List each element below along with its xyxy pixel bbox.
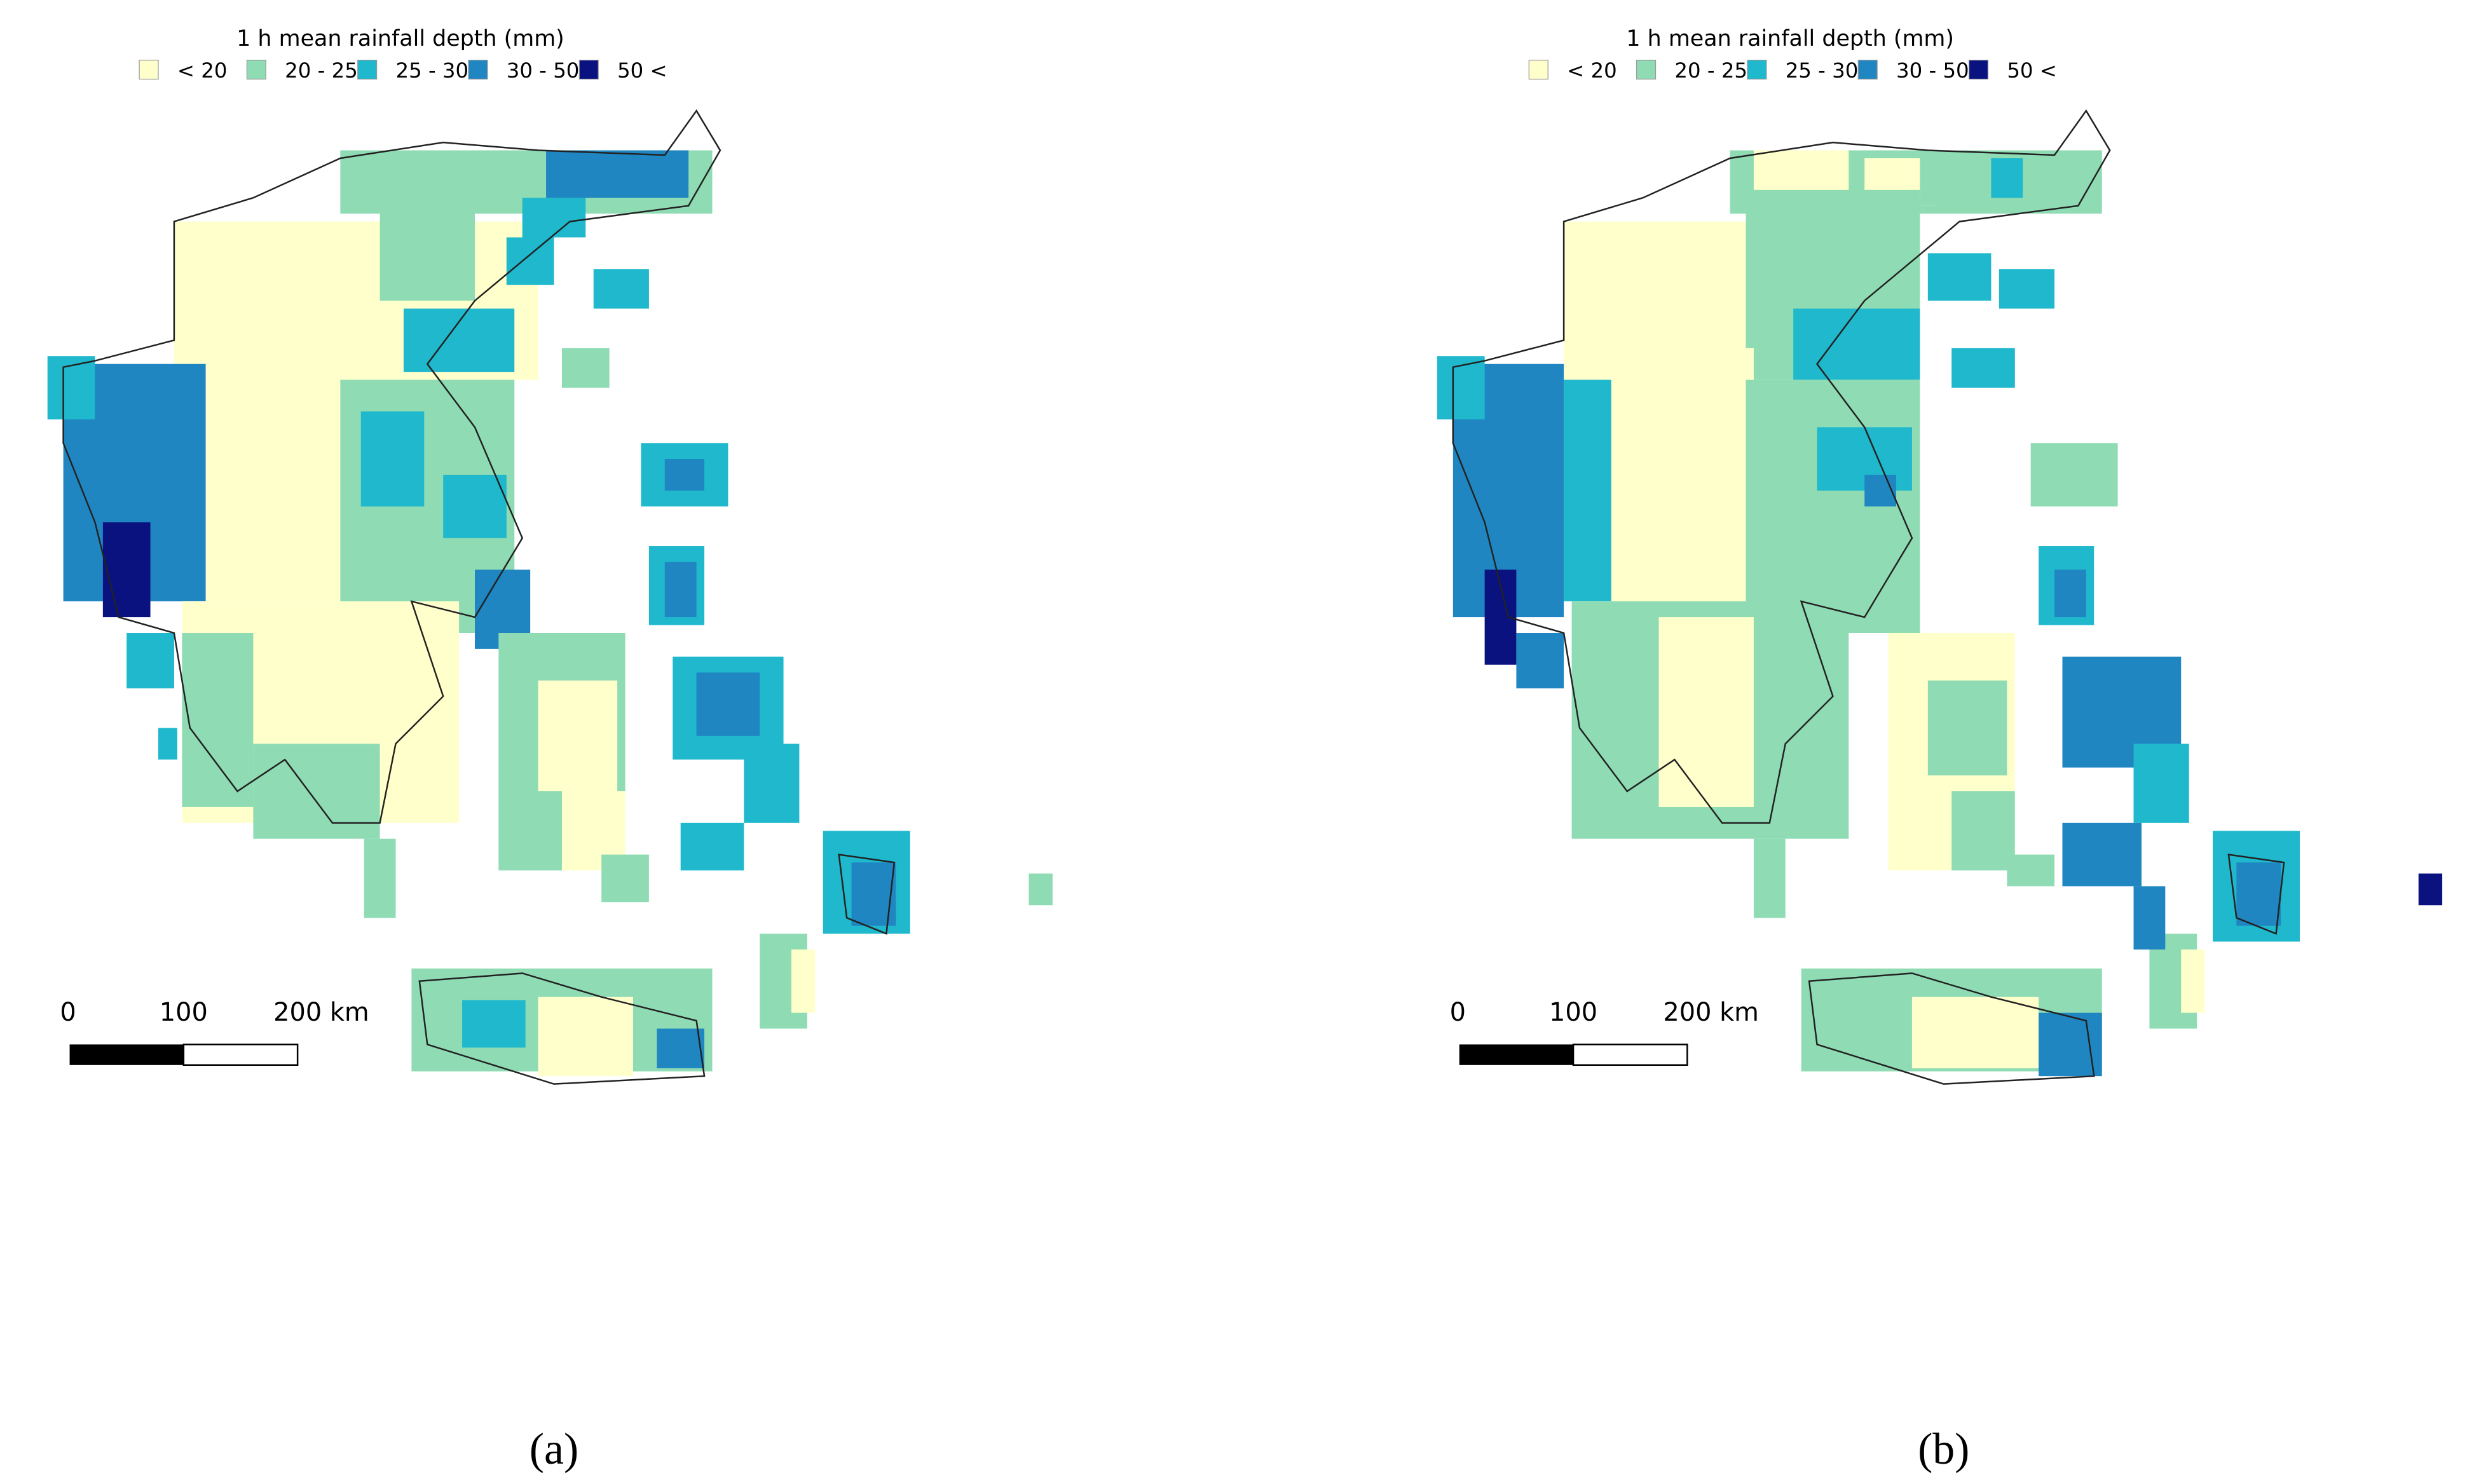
rainfall-cell xyxy=(1564,379,1611,602)
rainfall-cell xyxy=(506,237,554,285)
rainfall-cell xyxy=(403,308,515,372)
legend-label: < 20 xyxy=(177,58,228,83)
scale-bar-white xyxy=(182,1044,299,1066)
legend-swatch xyxy=(246,59,266,80)
rainfall-cell xyxy=(1927,253,1992,301)
rainfall-cell xyxy=(360,411,425,507)
scale-label: 0 xyxy=(1450,998,1466,1027)
panel: 1 h mean rainfall depth (mm) < 20 20 - 25 2… xyxy=(47,26,1053,1474)
rainfall-cell xyxy=(253,744,380,839)
rainfall-cell xyxy=(126,633,174,689)
rainfall-cell xyxy=(2062,822,2142,887)
rainfall-cell xyxy=(158,728,177,760)
rainfall-cell xyxy=(1793,308,1920,380)
legend-swatch xyxy=(357,59,378,80)
rainfall-cell xyxy=(2236,862,2281,926)
rainfall-cell xyxy=(1753,838,1786,918)
rainfall-cell xyxy=(2181,950,2205,1013)
rainfall-cell xyxy=(2007,854,2055,887)
rainfall-cell xyxy=(664,561,697,618)
rainfall-cell xyxy=(664,459,705,491)
legend-label: 25 - 30 xyxy=(1786,58,1859,83)
rainfall-cell xyxy=(379,205,475,301)
rainfall-cell xyxy=(1951,348,2015,388)
rainfall-cell xyxy=(182,633,254,807)
rainfall-cell xyxy=(1911,997,2039,1068)
map xyxy=(1437,109,2443,1085)
scale-bar-black xyxy=(69,1044,184,1065)
legend-label: 20 - 25 xyxy=(285,58,358,83)
legend-swatch xyxy=(1968,59,1989,80)
rainfall-cell xyxy=(102,522,151,618)
rainfall-cell xyxy=(2039,1012,2102,1077)
rainfall-cell xyxy=(443,475,507,538)
legend-label: 20 - 25 xyxy=(1674,58,1747,83)
rainfall-cell xyxy=(538,997,633,1077)
rainfall-cell xyxy=(791,950,816,1013)
rainfall-cell xyxy=(593,269,649,309)
coastline xyxy=(62,109,896,1085)
legend-swatch xyxy=(468,59,488,80)
legend-label: 25 - 30 xyxy=(395,58,468,83)
scale-bar-white xyxy=(1572,1044,1688,1066)
rainfall-cell xyxy=(561,348,610,388)
rainfall-cell xyxy=(2086,672,2150,736)
legend-swatch xyxy=(139,59,159,80)
legend-swatch xyxy=(1857,59,1878,80)
rainfall-cell xyxy=(538,680,618,791)
legend-swatch xyxy=(1636,59,1657,80)
rainfall-cell xyxy=(1028,873,1053,906)
coastline xyxy=(1452,109,2285,1085)
rainfall-cell xyxy=(680,822,744,871)
panel: 1 h mean rainfall depth (mm) < 20 20 - 25 2… xyxy=(1437,26,2443,1474)
rainfall-cell xyxy=(462,1000,526,1048)
rainfall-cell xyxy=(1516,633,1564,689)
rainfall-cell xyxy=(1951,791,2015,871)
scale-label: 0 xyxy=(60,998,76,1027)
scale-bar-black xyxy=(1459,1044,1574,1065)
legend-swatch xyxy=(578,59,599,80)
scale-label: 100 xyxy=(160,998,208,1027)
rainfall-cell xyxy=(546,150,689,198)
map xyxy=(47,109,1053,1085)
legend-swatch xyxy=(1528,59,1548,80)
rainfall-cell xyxy=(364,838,396,918)
legend-title: 1 h mean rainfall depth (mm) xyxy=(1626,26,1954,51)
rainfall-cell xyxy=(1437,356,1485,419)
caption: (b) xyxy=(1918,1425,1969,1474)
scale-label: 200 km xyxy=(1663,998,1759,1027)
rainfall-cell xyxy=(696,672,760,736)
rainfall-cell xyxy=(1658,617,1754,807)
rainfall-cell xyxy=(522,198,586,238)
legend-label: 50 < xyxy=(617,58,667,83)
scale-label: 100 xyxy=(1549,998,1597,1027)
rainfall-cell xyxy=(2054,569,2086,618)
rainfall-cell xyxy=(47,356,95,419)
legend-label: 30 - 50 xyxy=(1896,58,1969,83)
rainfall-cell xyxy=(657,1028,705,1068)
legend-swatch xyxy=(1747,59,1767,80)
legend-title: 1 h mean rainfall depth (mm) xyxy=(236,26,564,51)
legend-label: 30 - 50 xyxy=(507,58,580,83)
rainfall-cell xyxy=(2133,886,2166,950)
rainfall-cell xyxy=(601,854,649,902)
rainfall-cell xyxy=(2030,443,2118,507)
rainfall-cell xyxy=(1991,158,2023,198)
legend-label: < 20 xyxy=(1567,58,1617,83)
rainfall-cell xyxy=(1999,269,2055,309)
rainfall-cell xyxy=(744,744,800,823)
scale-label: 200 km xyxy=(273,998,369,1027)
rainfall-cell xyxy=(2133,744,2189,823)
legend-label: 50 < xyxy=(2007,58,2057,83)
caption: (a) xyxy=(530,1425,578,1474)
rainfall-cell xyxy=(2418,873,2443,906)
rainfall-cell xyxy=(851,862,896,926)
rainfall-cell xyxy=(1927,680,2007,776)
